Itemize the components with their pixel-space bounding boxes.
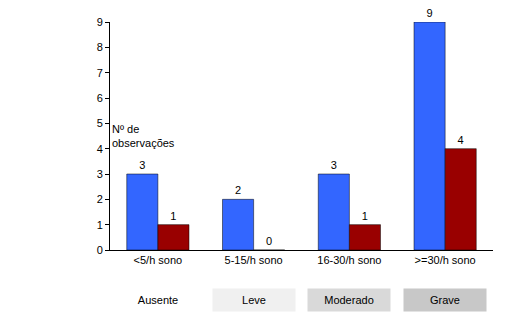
svg-text:4: 4 <box>458 134 464 146</box>
svg-text:3: 3 <box>331 159 337 171</box>
svg-text:5-15/h sono: 5-15/h sono <box>225 254 283 266</box>
svg-text:0: 0 <box>97 244 103 256</box>
svg-text:2: 2 <box>235 184 241 196</box>
svg-text:Nº deobservações: Nº deobservações <box>112 123 175 149</box>
svg-text:8: 8 <box>97 41 103 53</box>
svg-text:Ausente: Ausente <box>138 294 178 306</box>
svg-text:2: 2 <box>97 193 103 205</box>
svg-text:1: 1 <box>362 210 368 222</box>
svg-text:3: 3 <box>139 159 145 171</box>
svg-text:<5/h sono: <5/h sono <box>134 254 183 266</box>
svg-text:7: 7 <box>97 67 103 79</box>
svg-text:5: 5 <box>97 117 103 129</box>
svg-text:16-30/h sono: 16-30/h sono <box>317 254 381 266</box>
svg-text:1: 1 <box>170 210 176 222</box>
svg-text:Leve: Leve <box>242 294 266 306</box>
svg-text:6: 6 <box>97 92 103 104</box>
svg-text:3: 3 <box>97 168 103 180</box>
svg-text:1: 1 <box>97 219 103 231</box>
svg-text:>=30/h sono: >=30/h sono <box>415 254 476 266</box>
svg-text:9: 9 <box>427 7 433 19</box>
svg-text:9: 9 <box>97 16 103 28</box>
svg-text:4: 4 <box>97 143 103 155</box>
svg-text:Grave: Grave <box>430 294 460 306</box>
svg-text:Moderado: Moderado <box>324 294 374 306</box>
svg-text:0: 0 <box>266 235 272 247</box>
